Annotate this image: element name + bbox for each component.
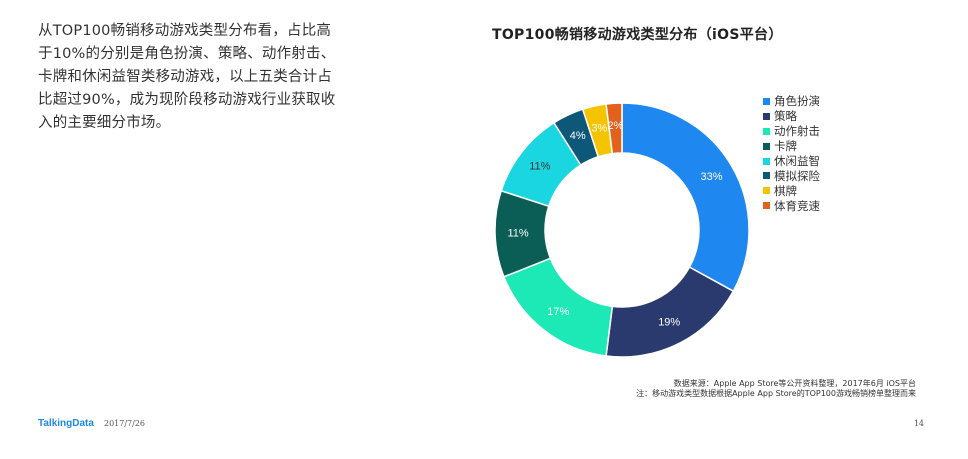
- page-number: 14: [913, 419, 924, 428]
- legend-item: 策略: [763, 109, 820, 124]
- slice-label: 11%: [507, 227, 528, 239]
- chart-legend: 角色扮演 策略 动作射击 卡牌 休闲益智 模拟探险 棋牌 体育竞速: [763, 94, 820, 213]
- legend-swatch: [763, 202, 770, 210]
- legend-item: 角色扮演: [763, 94, 820, 109]
- legend-item: 卡牌: [763, 139, 820, 154]
- legend-label: 模拟探险: [774, 168, 820, 183]
- slice-label: 4%: [570, 130, 586, 142]
- legend-item: 休闲益智: [763, 154, 820, 169]
- footer-date: 2017/7/26: [104, 419, 146, 428]
- legend-label: 卡牌: [774, 139, 797, 154]
- slice-label: 2%: [608, 120, 624, 132]
- legend-item: 模拟探险: [763, 168, 820, 183]
- legend-swatch: [763, 157, 770, 165]
- legend-item: 棋牌: [763, 183, 820, 198]
- slice-label: 17%: [547, 306, 569, 318]
- legend-label: 棋牌: [774, 183, 797, 198]
- source-note: 数据来源：Apple App Store等公开资料整理，2017年6月 iOS平…: [636, 379, 916, 399]
- slice-label: 33%: [701, 171, 723, 183]
- legend-item: 体育竞速: [763, 198, 820, 213]
- legend-swatch: [763, 97, 770, 105]
- slice-label: 3%: [591, 123, 607, 135]
- slice-label: 19%: [658, 317, 680, 329]
- legend-label: 休闲益智: [774, 154, 820, 169]
- legend-swatch: [763, 172, 770, 180]
- legend-swatch: [763, 112, 770, 120]
- chart-title: TOP100畅销移动游戏类型分布（iOS平台）: [492, 27, 783, 43]
- legend-item: 动作射击: [763, 124, 820, 139]
- legend-swatch: [763, 142, 770, 150]
- description-text: 从TOP100畅销移动游戏类型分布看，占比高于10%的分别是角色扮演、策略、动作…: [38, 23, 336, 131]
- legend-label: 策略: [774, 109, 797, 124]
- source-line: 数据来源：Apple App Store等公开资料整理，2017年6月 iOS平…: [673, 379, 916, 388]
- brand-logo: TalkingData: [38, 418, 94, 429]
- legend-label: 体育竞速: [774, 198, 820, 213]
- donut-slice: [621, 102, 750, 293]
- slice-label: 11%: [529, 160, 550, 172]
- donut-slice: [605, 102, 623, 155]
- legend-label: 角色扮演: [774, 94, 820, 109]
- legend-swatch: [763, 187, 770, 195]
- legend-swatch: [763, 127, 770, 135]
- legend-label: 动作射击: [774, 124, 820, 139]
- note-line: 注：移动游戏类型数据根据Apple App Store的TOP100游戏畅销榜单…: [636, 389, 916, 398]
- donut-slice: [605, 266, 735, 358]
